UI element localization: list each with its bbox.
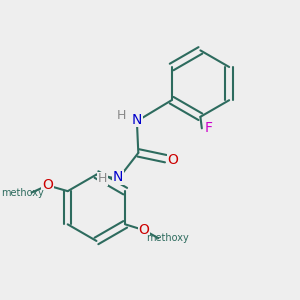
Text: O: O (42, 178, 53, 192)
Text: N: N (113, 170, 123, 184)
Text: O: O (167, 153, 178, 167)
Text: methoxy: methoxy (146, 233, 188, 243)
Text: methoxy: methoxy (2, 188, 44, 198)
Text: H: H (116, 109, 126, 122)
Text: O: O (139, 223, 149, 237)
Text: H: H (98, 172, 107, 185)
Text: F: F (205, 121, 213, 135)
Text: N: N (132, 113, 142, 127)
